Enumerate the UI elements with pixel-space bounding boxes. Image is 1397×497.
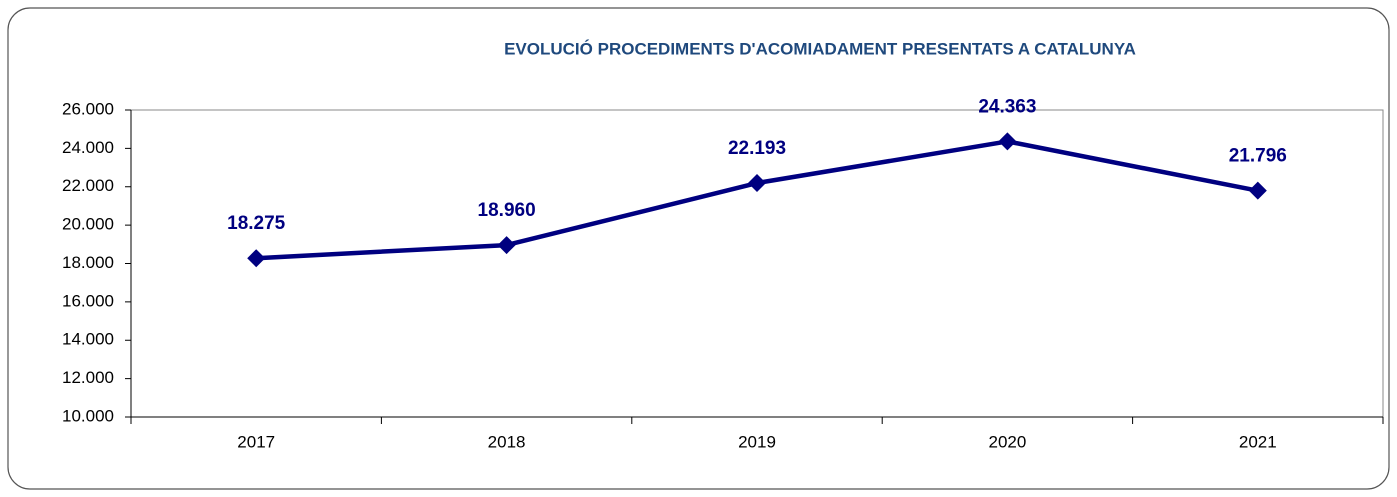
data-label: 21.796 bbox=[1229, 146, 1287, 167]
y-tick-label: 16.000 bbox=[62, 291, 114, 310]
y-tick-label: 18.000 bbox=[62, 253, 114, 272]
data-point bbox=[998, 132, 1017, 151]
x-tick-label: 2020 bbox=[988, 432, 1026, 451]
data-label: 18.960 bbox=[478, 200, 536, 221]
chart-frame bbox=[7, 7, 1390, 490]
data-point bbox=[497, 236, 516, 255]
y-tick-label: 10.000 bbox=[62, 406, 114, 425]
data-point bbox=[1248, 181, 1267, 200]
y-tick-label: 14.000 bbox=[62, 330, 114, 349]
data-label: 22.193 bbox=[728, 138, 786, 159]
x-tick-label: 2019 bbox=[738, 432, 776, 451]
x-tick-label: 2021 bbox=[1239, 432, 1277, 451]
y-tick-label: 26.000 bbox=[62, 99, 114, 118]
y-tick-label: 22.000 bbox=[62, 176, 114, 195]
x-tick-label: 2017 bbox=[237, 432, 275, 451]
chart-title: EVOLUCIÓ PROCEDIMENTS D'ACOMIADAMENT PRE… bbox=[504, 39, 1136, 58]
data-label: 18.275 bbox=[227, 213, 286, 234]
data-label: 24.363 bbox=[978, 96, 1036, 117]
data-point bbox=[748, 174, 766, 193]
data-point bbox=[247, 249, 266, 268]
y-tick-label: 20.000 bbox=[62, 215, 114, 234]
x-tick-label: 2018 bbox=[488, 432, 526, 451]
y-tick-label: 24.000 bbox=[62, 138, 114, 157]
y-tick-label: 12.000 bbox=[62, 368, 114, 387]
